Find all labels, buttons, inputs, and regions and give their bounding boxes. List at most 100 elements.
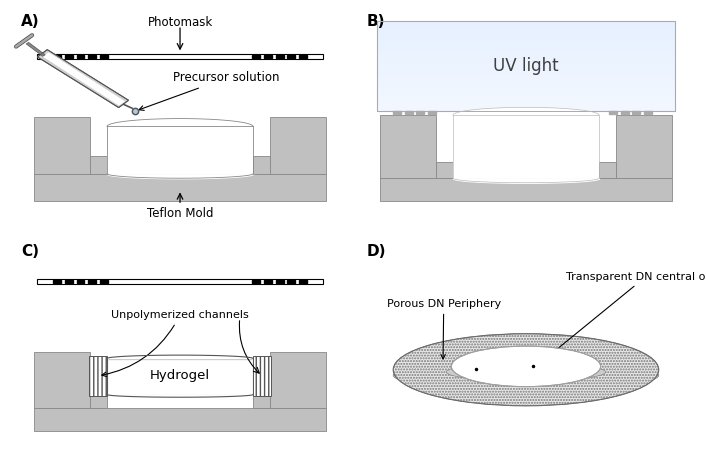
- Bar: [644, 111, 652, 114]
- Bar: [270, 352, 326, 408]
- Bar: [88, 55, 96, 58]
- Ellipse shape: [393, 334, 659, 406]
- Bar: [377, 54, 675, 57]
- Bar: [377, 106, 675, 108]
- Bar: [377, 79, 675, 82]
- Polygon shape: [42, 52, 125, 106]
- Bar: [377, 21, 675, 111]
- Bar: [253, 156, 270, 174]
- Bar: [380, 178, 672, 201]
- Bar: [377, 108, 675, 111]
- Bar: [287, 55, 295, 58]
- Bar: [377, 95, 675, 97]
- Ellipse shape: [393, 361, 659, 390]
- Bar: [100, 280, 108, 283]
- Bar: [377, 82, 675, 83]
- Ellipse shape: [446, 363, 606, 381]
- Bar: [377, 102, 675, 104]
- Bar: [90, 394, 107, 408]
- Bar: [377, 32, 675, 34]
- Bar: [377, 99, 675, 102]
- Bar: [377, 93, 675, 95]
- Bar: [264, 280, 272, 283]
- Bar: [621, 111, 628, 114]
- Bar: [436, 162, 453, 178]
- Bar: [428, 111, 436, 114]
- Text: Precursor solution: Precursor solution: [139, 71, 280, 110]
- Bar: [377, 38, 675, 41]
- Text: Porous DN Periphery: Porous DN Periphery: [387, 299, 501, 359]
- Bar: [377, 27, 675, 30]
- Bar: [377, 57, 675, 59]
- Text: D): D): [366, 244, 386, 259]
- Bar: [275, 280, 284, 283]
- Bar: [377, 37, 675, 38]
- Bar: [37, 279, 323, 284]
- Bar: [377, 86, 675, 88]
- Bar: [89, 356, 107, 396]
- Bar: [34, 117, 90, 174]
- Bar: [252, 55, 261, 58]
- Text: B): B): [366, 14, 385, 29]
- Bar: [377, 25, 675, 27]
- Text: Hydrogel: Hydrogel: [150, 369, 210, 382]
- Bar: [377, 45, 675, 48]
- Bar: [377, 63, 675, 66]
- Bar: [275, 55, 284, 58]
- Bar: [632, 111, 640, 114]
- Bar: [53, 55, 61, 58]
- Bar: [377, 21, 675, 23]
- Polygon shape: [37, 50, 128, 107]
- Bar: [90, 156, 107, 174]
- Bar: [377, 59, 675, 61]
- Text: Teflon Mold: Teflon Mold: [147, 207, 213, 220]
- Text: UV light: UV light: [493, 57, 558, 75]
- Bar: [377, 68, 675, 70]
- Bar: [65, 55, 73, 58]
- Text: A): A): [20, 14, 40, 29]
- Bar: [377, 52, 675, 54]
- Bar: [107, 358, 253, 394]
- Text: Unpolymerized channels: Unpolymerized channels: [102, 310, 249, 377]
- Bar: [65, 280, 73, 283]
- Bar: [287, 280, 295, 283]
- Bar: [299, 55, 307, 58]
- Bar: [76, 280, 85, 283]
- Text: C): C): [20, 244, 39, 259]
- Bar: [377, 97, 675, 99]
- Bar: [377, 50, 675, 52]
- Bar: [377, 41, 675, 43]
- Bar: [380, 115, 436, 178]
- Bar: [34, 174, 326, 201]
- Bar: [253, 394, 270, 408]
- Polygon shape: [26, 42, 45, 56]
- Bar: [599, 162, 616, 178]
- Bar: [252, 280, 261, 283]
- Ellipse shape: [451, 346, 601, 386]
- Bar: [264, 55, 272, 58]
- Bar: [453, 115, 599, 178]
- Bar: [377, 34, 675, 37]
- Bar: [417, 111, 424, 114]
- Bar: [377, 83, 675, 86]
- Bar: [405, 111, 413, 114]
- Bar: [37, 54, 323, 59]
- Bar: [377, 72, 675, 75]
- Bar: [107, 127, 253, 174]
- Bar: [377, 104, 675, 106]
- Bar: [377, 88, 675, 91]
- Bar: [88, 280, 96, 283]
- Bar: [377, 91, 675, 93]
- Bar: [377, 70, 675, 72]
- Bar: [377, 66, 675, 68]
- Bar: [393, 111, 401, 114]
- Text: Photomask: Photomask: [148, 16, 213, 29]
- Bar: [377, 48, 675, 50]
- Bar: [377, 77, 675, 79]
- Bar: [34, 408, 326, 431]
- Bar: [377, 75, 675, 77]
- Bar: [377, 43, 675, 45]
- Bar: [609, 111, 617, 114]
- Bar: [616, 115, 672, 178]
- Bar: [253, 356, 271, 396]
